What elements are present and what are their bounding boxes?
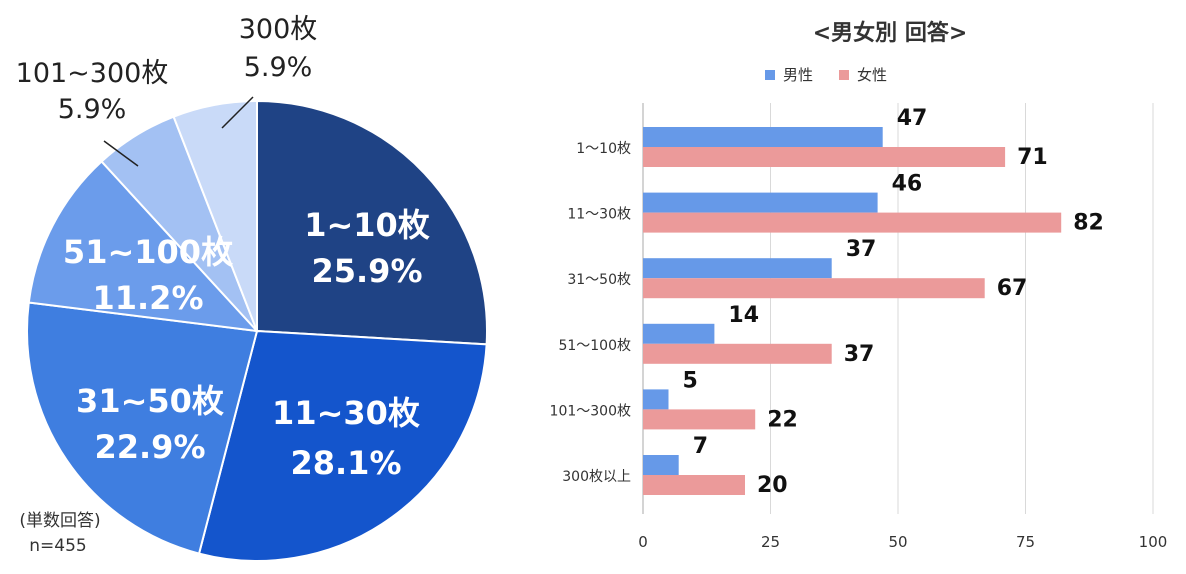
bar-female — [643, 409, 756, 430]
pie-slice-percent: 5.9% — [244, 52, 313, 83]
pie-slice — [256, 99, 488, 346]
bar-value-label: 47 — [897, 106, 928, 131]
bar-value-label: 14 — [728, 303, 759, 328]
bar-male — [643, 192, 878, 213]
category-label: 31～50枚 — [567, 272, 631, 288]
bar-value-label: 37 — [844, 342, 875, 367]
bar-value-label: 67 — [997, 276, 1028, 301]
legend-label-female: 女性 — [857, 66, 887, 84]
pie-slice-percent: 22.9% — [94, 428, 205, 466]
pie-slice-label: 11~30枚 — [272, 394, 420, 432]
pie-note: (単数回答) — [19, 511, 100, 531]
bar-grid: 0 25 50 75 100 — [638, 103, 1167, 551]
bar-female — [643, 343, 832, 364]
bar-value-label: 20 — [757, 473, 788, 498]
pie-leader-line — [103, 140, 139, 167]
pie-slice-label: 31~50枚 — [76, 382, 224, 420]
bar-male — [643, 389, 669, 410]
bar-female — [643, 147, 1006, 167]
pie-slice — [26, 301, 259, 555]
bar-male — [643, 323, 715, 344]
pie-slice — [197, 329, 488, 562]
pie-slice — [172, 99, 258, 332]
bar-chart: 1～10枚 47 71 11～30枚 46 82 31～50枚 37 67 51～100枚 14 37… — [550, 106, 1104, 498]
pie-slice-percent: 25.9% — [311, 252, 422, 290]
bar-female — [643, 278, 985, 299]
pie-slice-percent: 28.1% — [290, 444, 401, 482]
pie-slice-label: 1~10枚 — [304, 206, 430, 244]
x-tick-label: 75 — [1016, 533, 1035, 551]
pie-slice — [27, 160, 260, 333]
bar-female — [643, 212, 1062, 233]
bar-value-label: 46 — [892, 172, 923, 197]
pie-slice-label: 300枚 — [239, 14, 318, 45]
x-tick-label: 50 — [888, 533, 907, 551]
category-label: 300枚以上 — [562, 469, 631, 485]
pie-slice-label: 51~100枚 — [63, 233, 233, 271]
legend-label-male: 男性 — [783, 66, 813, 84]
category-label: 11～30枚 — [567, 207, 631, 223]
category-label: 51～100枚 — [558, 338, 631, 354]
category-label: 1～10枚 — [576, 141, 631, 157]
bar-chart-title: <男女別 回答> — [813, 20, 968, 46]
legend-swatch-female — [839, 70, 849, 80]
bar-value-label: 71 — [1017, 145, 1048, 170]
x-tick-label: 0 — [638, 533, 648, 551]
pie-sample-size: n=455 — [29, 536, 86, 556]
bar-value-label: 82 — [1073, 211, 1104, 236]
bar-female — [643, 475, 745, 495]
pie-labels: 1~10枚 25.9% 11~30枚 28.1% 31~50枚 22.9% 51~100枚 1… — [16, 14, 430, 482]
pie-slice-label: 101~300枚 — [16, 58, 169, 89]
category-label: 101～300枚 — [550, 403, 631, 419]
x-tick-label: 25 — [761, 533, 780, 551]
pie-slice-percent: 5.9% — [58, 94, 127, 125]
bar-value-label: 5 — [683, 368, 698, 393]
pie-chart — [26, 99, 488, 562]
pie-slice-percent: 11.2% — [92, 279, 203, 317]
bar-value-label: 22 — [767, 407, 798, 432]
bar-male — [643, 258, 832, 279]
bar-value-label: 7 — [693, 434, 708, 459]
bar-value-label: 37 — [846, 237, 877, 262]
pie-leader-line — [221, 96, 254, 129]
x-tick-label: 100 — [1139, 533, 1168, 551]
legend-swatch-male — [765, 70, 775, 80]
legend: 男性 女性 — [765, 66, 887, 84]
bar-male — [643, 455, 679, 475]
bar-male — [643, 127, 883, 147]
